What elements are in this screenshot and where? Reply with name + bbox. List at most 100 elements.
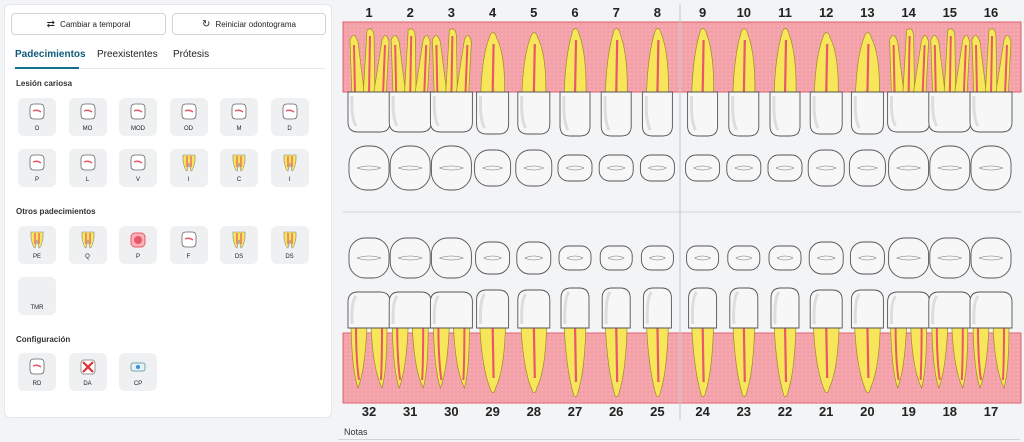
- lower-tooth[interactable]: [768, 245, 802, 397]
- lower-tooth[interactable]: [475, 241, 511, 393]
- tool-button-da[interactable]: DA: [68, 353, 107, 391]
- upper-tooth[interactable]: [928, 28, 972, 191]
- upper-tooth[interactable]: [887, 28, 931, 191]
- odontogram-chart: 1 2 3 4 5 6 7 8 9 10 11 12 13 14 15 16 32 31 30 29 28 27 26 25…: [336, 0, 1024, 424]
- upper-tooth[interactable]: [347, 28, 391, 191]
- lower-tooth[interactable]: [347, 237, 391, 390]
- tool-button-ds[interactable]: DS: [270, 226, 309, 264]
- tooth-number-7: 7: [612, 5, 620, 20]
- notes-label: Notas: [344, 427, 368, 437]
- root-tool-icon: [81, 231, 94, 249]
- lower-tooth[interactable]: [887, 237, 931, 390]
- tool-button-l[interactable]: L: [68, 149, 107, 187]
- upper-tooth[interactable]: [515, 32, 553, 187]
- lower-tooth[interactable]: [849, 241, 885, 393]
- tooth-number-17: 17: [983, 404, 999, 419]
- tool-button-q[interactable]: Q: [68, 226, 107, 264]
- upper-tooth[interactable]: [969, 28, 1013, 191]
- tool-button-rd[interactable]: RD: [18, 353, 56, 391]
- tooth-number-8: 8: [653, 5, 661, 20]
- tool-label: DA: [83, 381, 92, 387]
- tooth-number-1: 1: [365, 5, 373, 20]
- lower-tooth[interactable]: [429, 237, 473, 390]
- lower-tooth[interactable]: [928, 237, 972, 390]
- notes-field[interactable]: [338, 439, 1020, 440]
- upper-tooth[interactable]: [474, 32, 512, 187]
- crown-tool-icon: [80, 103, 95, 120]
- lower-tooth[interactable]: [727, 245, 761, 397]
- tool-label: P: [34, 177, 39, 183]
- tool-label: F: [186, 254, 191, 260]
- root-tool-icon: [182, 154, 195, 172]
- lower-tooth[interactable]: [558, 245, 592, 397]
- tool-button-p[interactable]: P: [119, 226, 157, 264]
- tool-label: TMR: [30, 305, 44, 311]
- crown-tool-icon: [181, 103, 196, 120]
- lower-tooth[interactable]: [640, 245, 674, 397]
- crown-tool-icon: [80, 154, 95, 171]
- tab-padecimientos[interactable]: Padecimientos: [15, 49, 86, 60]
- lower-tooth[interactable]: [599, 245, 633, 397]
- x-tool-icon: [80, 359, 95, 375]
- switch-temporal-button[interactable]: ⇄ Cambiar a temporal: [11, 13, 166, 35]
- tool-button-d[interactable]: D: [270, 98, 309, 136]
- tooth-number-19: 19: [901, 404, 916, 419]
- tool-button-c[interactable]: C: [220, 149, 258, 187]
- upper-tooth[interactable]: [639, 28, 675, 182]
- upper-tooth[interactable]: [685, 28, 721, 182]
- tool-button-pe[interactable]: PE: [18, 226, 56, 264]
- lower-tooth[interactable]: [969, 237, 1013, 390]
- tool-button-cp[interactable]: CP: [119, 353, 157, 391]
- tool-label: OD: [184, 126, 193, 132]
- lower-tooth[interactable]: [516, 241, 552, 393]
- tooth-number-14: 14: [901, 5, 916, 20]
- tool-button-p[interactable]: P: [18, 149, 56, 187]
- upper-tooth[interactable]: [767, 28, 803, 182]
- tool-button-m[interactable]: M: [220, 98, 258, 136]
- reset-odontogram-button[interactable]: ↻ Reiniciar odontograma: [172, 13, 326, 35]
- tool-button-o[interactable]: O: [18, 98, 56, 136]
- tool-button-i[interactable]: I: [169, 149, 208, 187]
- tool-button-mod[interactable]: MOD: [119, 98, 157, 136]
- root-tool-icon: [283, 231, 296, 249]
- tool-button-i[interactable]: I: [270, 149, 309, 187]
- upper-tooth[interactable]: [598, 28, 634, 182]
- lower-tooth[interactable]: [808, 241, 844, 393]
- tool-button-mo[interactable]: MO: [68, 98, 107, 136]
- tool-label: RD: [32, 381, 42, 387]
- tooth-number-5: 5: [530, 5, 538, 20]
- tool-label: L: [85, 177, 90, 183]
- upper-tooth[interactable]: [429, 28, 473, 191]
- tooth-number-18: 18: [942, 404, 958, 419]
- lower-tooth[interactable]: [686, 245, 720, 397]
- upper-tooth[interactable]: [807, 32, 845, 187]
- tool-label: O: [34, 126, 40, 132]
- refresh-icon: ↻: [202, 18, 211, 30]
- upper-tooth[interactable]: [726, 28, 762, 182]
- tooth-number-13: 13: [860, 5, 875, 20]
- crown-tool-icon: [282, 103, 297, 120]
- tooth-number-24: 24: [695, 404, 710, 419]
- tooth-number-29: 29: [485, 404, 500, 419]
- tooth-number-30: 30: [444, 404, 459, 419]
- section-title-config: Configuración: [16, 335, 71, 344]
- tool-label: DS: [285, 254, 294, 260]
- tooth-number-9: 9: [698, 5, 707, 20]
- section-title-otros: Otros padecimientos: [16, 207, 96, 216]
- upper-tooth[interactable]: [557, 28, 593, 182]
- tooth-number-2: 2: [406, 5, 414, 20]
- upper-tooth[interactable]: [848, 32, 886, 187]
- tool-button-od[interactable]: OD: [169, 98, 208, 136]
- tool-label: Q: [85, 254, 90, 260]
- tab-protesis[interactable]: Prótesis: [173, 49, 210, 60]
- tool-button-v[interactable]: V: [119, 149, 157, 187]
- lower-tooth[interactable]: [388, 237, 432, 390]
- tool-button-tmr[interactable]: TMR: [18, 277, 56, 315]
- tool-button-ds[interactable]: DS: [220, 226, 258, 264]
- tool-label: D: [287, 126, 292, 132]
- tab-preexistentes[interactable]: Preexistentes: [97, 49, 158, 60]
- tool-button-f[interactable]: F: [169, 226, 208, 264]
- tooth-number-16: 16: [983, 5, 999, 20]
- tooth-number-3: 3: [447, 5, 455, 20]
- upper-tooth[interactable]: [388, 28, 432, 191]
